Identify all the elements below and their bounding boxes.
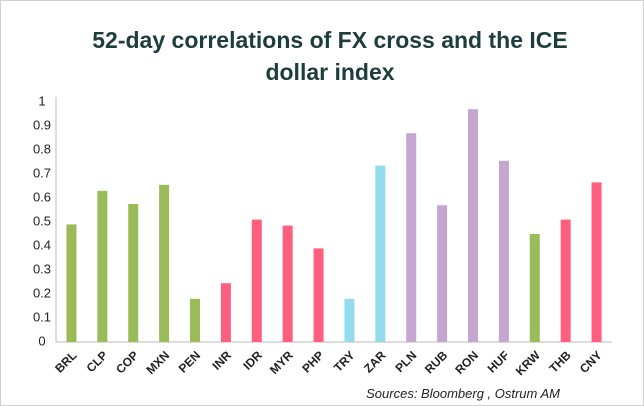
y-tick-label: 1 [38, 93, 45, 108]
bar [529, 234, 540, 342]
chart-title: dollar index [265, 59, 394, 85]
y-tick-label: 0.7 [33, 165, 51, 180]
bar [128, 204, 139, 342]
y-tick-label: 0.9 [33, 117, 51, 132]
chart-title: 52-day correlations of FX cross and the … [92, 27, 567, 53]
bar [468, 109, 478, 342]
bar [282, 225, 293, 342]
bar [560, 219, 571, 342]
y-tick-label: 0.1 [33, 309, 51, 324]
bar [66, 224, 77, 342]
bar [251, 219, 262, 342]
y-tick-label: 0.5 [33, 213, 51, 228]
y-tick-label: 0.2 [33, 285, 51, 300]
y-tick-label: 0.6 [33, 189, 51, 204]
y-tick-label: 0.8 [33, 141, 51, 156]
bar [344, 298, 355, 342]
bar [220, 283, 231, 342]
y-tick-label: 0 [38, 333, 45, 348]
bar [591, 182, 602, 342]
y-tick-label: 0.3 [33, 261, 51, 276]
bar [437, 205, 448, 342]
y-tick-label: 0.4 [33, 237, 51, 252]
bar [159, 184, 170, 342]
bar [406, 133, 417, 342]
bar [313, 248, 324, 342]
bar [375, 165, 386, 342]
bar [498, 160, 509, 342]
bar [190, 298, 200, 342]
source-note: Sources: Bloomberg , Ostrum AM [366, 386, 560, 401]
bar [97, 190, 108, 342]
